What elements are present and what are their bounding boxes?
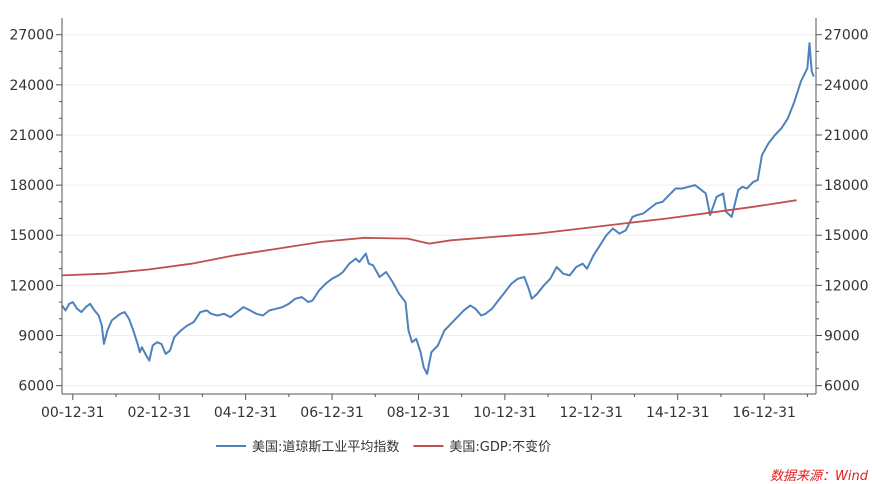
x-tick-label: 04-12-31 [214,405,278,421]
y-right-tick-label: 9000 [824,329,860,345]
series-line-1 [61,42,815,375]
x-tick-label: 06-12-31 [300,405,364,421]
x-tick-label: 10-12-31 [473,405,537,421]
y-right-tick-label: 27000 [824,28,869,44]
y-right-tick-label: 21000 [824,128,869,144]
x-tick-label: 12-12-31 [560,405,624,421]
y-right-tick-label: 12000 [824,278,869,294]
legend: 美国:道琼斯工业平均指数 美国:GDP:不变价 [216,439,551,455]
y-left-tick-label: 15000 [9,228,54,244]
x-tick-label: 14-12-31 [646,405,710,421]
grid-lines [62,34,816,387]
x-tick-label: 16-12-31 [732,405,796,421]
x-tick-label: 00-12-31 [41,405,105,421]
x-tick-label: 02-12-31 [127,405,191,421]
y-right-tick-label: 15000 [824,228,869,244]
y-left-tick-label: 27000 [9,28,54,44]
legend-label-2: 美国:GDP:不变价 [449,439,551,455]
y-left-tick-label: 12000 [9,278,54,294]
y-left-tick-label: 18000 [9,178,54,194]
y-left-tick-label: 21000 [9,128,54,144]
series-group [61,42,815,375]
axes: 6000 9000 12000 15000 18000 21000 24000 27000 60… [9,18,869,421]
series-line-2 [61,199,797,277]
legend-label-1: 美国:道琼斯工业平均指数 [252,440,399,455]
y-left-tick-label: 9000 [18,329,54,345]
y-left-tick-label: 24000 [9,78,54,94]
y-left-tick-label: 6000 [18,379,54,395]
x-tick-label: 08-12-31 [387,405,451,421]
y-right-tick-label: 18000 [824,178,869,194]
source-note: 数据来源：Wind [770,469,869,484]
y-right-tick-label: 24000 [824,78,869,94]
y-right-tick-label: 6000 [824,379,860,395]
